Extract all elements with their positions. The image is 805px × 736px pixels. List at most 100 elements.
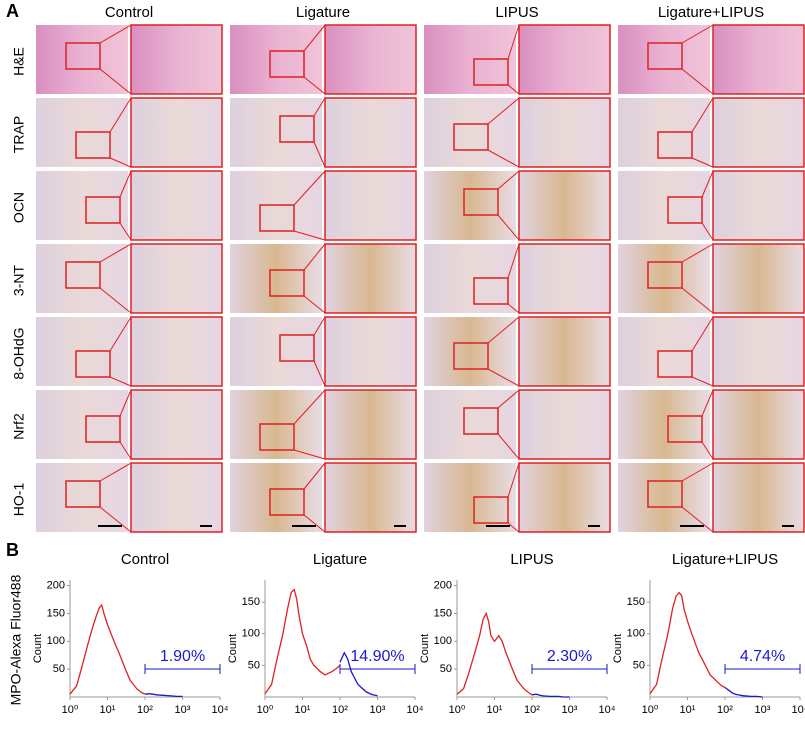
micrograph-zoom [518,24,611,95]
micrograph-zoom [712,243,805,314]
zoom-box [473,277,509,305]
micrograph-zoom [324,24,417,95]
zoom-box [75,131,111,159]
zoom-line [487,368,520,387]
zoom-line [497,170,520,190]
zoom-box [657,350,693,378]
zoom-line [497,214,520,241]
gate-label: 4.74% [740,648,785,665]
x-tick-label: 10⁴ [599,704,616,716]
zoom-box [473,496,509,524]
chart-title: Control [121,551,169,568]
zoom-box [75,350,111,378]
zoom-line [701,170,714,198]
y-tick-label: 200 [434,579,452,591]
histogram-line [724,686,763,698]
panel-label: A [6,1,19,21]
zoom-box [453,342,489,370]
micrograph-zoom [712,97,805,168]
y-tick-label: 50 [248,659,260,671]
column-title: Ligature [296,4,350,21]
x-tick-label: 10³ [370,704,386,716]
micrograph [36,390,128,459]
zoom-box [453,123,489,151]
zoom-line [303,243,326,271]
histogram-line [531,693,570,698]
y-tick-label: 150 [434,607,452,619]
micrograph-zoom [130,243,223,314]
column-title: LIPUS [495,4,538,21]
micrograph-zoom [712,170,805,241]
zoom-box [65,261,101,289]
y-tick-label: 50 [633,659,645,671]
zoom-box [259,204,295,232]
zoom-box [657,131,693,159]
y-tick-label: 150 [627,596,645,608]
zoom-line [691,316,714,352]
zoom-line [701,389,714,417]
y-tick-label: 50 [440,663,452,675]
zoom-line [681,287,714,314]
zoom-line [313,316,326,336]
x-tick-label: 10⁴ [212,704,229,716]
x-tick-label: 10³ [755,704,771,716]
zoom-box [279,334,315,362]
row-label: OCN [11,192,27,223]
zoom-box [473,58,509,86]
zoom-box [85,415,121,443]
micrograph-zoom [518,170,611,241]
zoom-line [303,24,326,52]
micrograph [424,171,516,240]
micrograph-zoom [130,462,223,533]
zoom-line [313,97,326,117]
chart-title: Ligature [313,551,367,568]
zoom-line [487,149,520,168]
micrograph [424,317,516,386]
micrograph-zoom [518,462,611,533]
x-tick-label: 10¹ [100,704,116,716]
micrograph-zoom [324,243,417,314]
y-tick-label: 100 [242,628,260,640]
zoom-line [303,462,326,490]
micrograph [618,390,710,459]
zoom-line [293,389,326,425]
zoom-box [259,423,295,451]
zoom-line [119,222,132,241]
micrograph-zoom [324,389,417,460]
row-label: TRAP [11,116,27,153]
y-tick-label: 150 [242,596,260,608]
micrograph-zoom [130,316,223,387]
x-tick-label: 10⁴ [792,704,805,716]
chart-title: Ligature+LIPUS [672,551,778,568]
zoom-box [667,415,703,443]
y-axis-label: Count [32,634,44,663]
micrograph [618,25,710,94]
zoom-line [691,376,714,387]
panel-label: B [6,540,19,560]
histogram-line [264,588,341,695]
x-tick-label: 10² [332,704,348,716]
x-tick-label: 10⁰ [62,704,79,716]
zoom-box [269,269,305,297]
zoom-box [647,42,683,70]
zoom-line [119,170,132,198]
zoom-box [647,480,683,508]
zoom-box [65,42,101,70]
zoom-line [313,141,326,168]
micrograph-zoom [712,389,805,460]
micrograph [36,463,128,532]
y-tick-label: 100 [434,635,452,647]
y-tick-label: 100 [627,628,645,640]
micrograph [230,317,322,386]
zoom-line [313,360,326,387]
zoom-line [681,24,714,44]
micrograph [230,25,322,94]
zoom-line [119,389,132,417]
zoom-line [497,433,520,460]
micrograph-zoom [324,462,417,533]
zoom-box [279,115,315,143]
zoom-line [681,506,714,533]
zoom-line [109,157,132,168]
x-tick-label: 10² [717,704,733,716]
